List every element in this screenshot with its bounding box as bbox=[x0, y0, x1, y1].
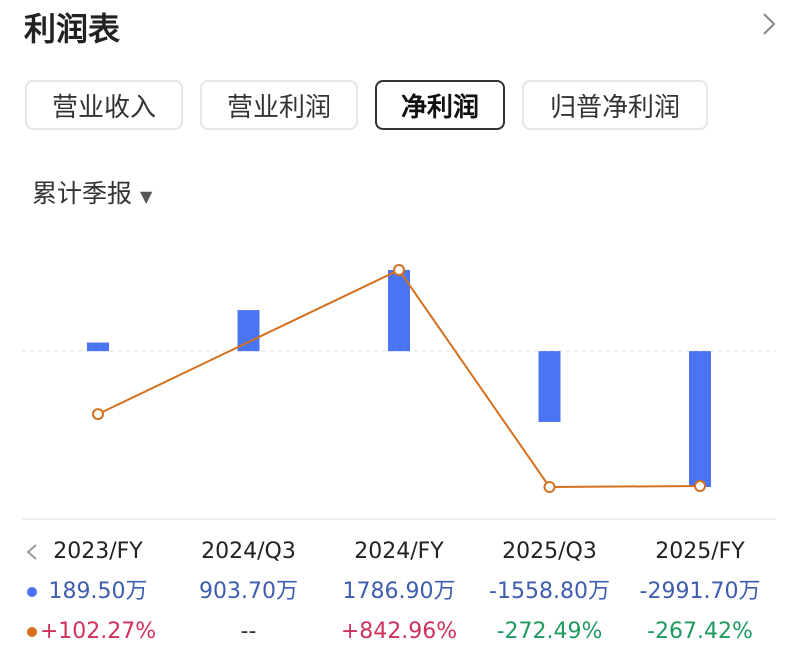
x-label: 2024/Q3 bbox=[201, 539, 296, 564]
bar-value-label: 903.70万 bbox=[199, 579, 298, 604]
line-point bbox=[543, 481, 556, 493]
growth-label: +102.27% bbox=[40, 619, 156, 644]
line-point bbox=[393, 264, 405, 276]
x-label: 2025/Q3 bbox=[502, 539, 597, 564]
growth-label: +842.96% bbox=[341, 619, 457, 644]
page-title: 利润表 bbox=[24, 10, 121, 48]
chevron-left[interactable] bbox=[26, 544, 37, 560]
bar-value-label: -2991.70万 bbox=[640, 579, 761, 604]
x-label: 2024/FY bbox=[354, 539, 444, 564]
x-label: 2023/FY bbox=[53, 539, 143, 564]
chevron-right[interactable] bbox=[763, 13, 776, 35]
bar-value-label: -1558.80万 bbox=[489, 579, 610, 604]
bar bbox=[538, 351, 561, 422]
line-row-dot bbox=[27, 627, 37, 637]
bar-value-label: 1786.90万 bbox=[343, 579, 456, 604]
bar bbox=[689, 351, 711, 487]
period-filter[interactable]: 累计季报 ▼ bbox=[32, 174, 152, 210]
bar bbox=[237, 310, 260, 352]
bar bbox=[87, 342, 109, 352]
bar-row-dot bbox=[27, 587, 37, 597]
growth-label: -- bbox=[241, 619, 257, 644]
growth-label: -272.49% bbox=[497, 619, 603, 644]
line-segment bbox=[398, 269, 551, 488]
tab[interactable]: 归普净利润 bbox=[522, 80, 708, 130]
tab[interactable]: 营业收入 bbox=[25, 80, 183, 130]
line-segment bbox=[97, 269, 400, 415]
growth-label: -267.42% bbox=[647, 619, 753, 644]
tab[interactable]: 净利润 bbox=[375, 80, 505, 130]
bar-value-label: 189.50万 bbox=[49, 579, 148, 604]
x-label: 2025/FY bbox=[655, 539, 745, 564]
bar bbox=[388, 270, 410, 352]
line-segment bbox=[549, 485, 701, 488]
line-point bbox=[92, 408, 104, 421]
tab[interactable]: 营业利润 bbox=[200, 80, 358, 130]
line-point bbox=[694, 480, 706, 493]
dropdown-arrow: ▼ bbox=[139, 187, 153, 206]
filter-label: 累计季报 bbox=[32, 179, 133, 208]
